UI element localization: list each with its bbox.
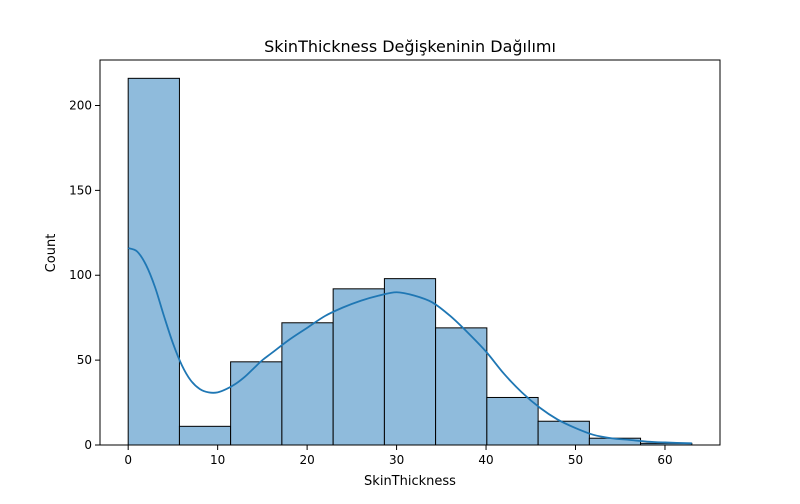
histogram-bar: [435, 327, 488, 446]
histogram-bar: [383, 278, 437, 446]
histogram-bars: [127, 77, 693, 446]
axes-spines: [99, 59, 721, 446]
y-tick-label: 200: [69, 98, 92, 112]
kde-curve: [127, 247, 692, 445]
histogram-bar: [230, 361, 283, 446]
histogram-bar: [486, 396, 539, 446]
x-axis-ticks: 0 10 20 30 40 50 60: [124, 445, 673, 467]
y-axis-label: Count: [44, 234, 59, 273]
histogram-bar: [281, 322, 334, 446]
kde-layer: [127, 247, 692, 445]
x-tick-label: 30: [389, 453, 404, 467]
histogram-bar: [127, 77, 180, 446]
x-tick-label: 40: [478, 453, 493, 467]
x-tick-label: 10: [210, 453, 225, 467]
x-tick-label: 20: [299, 453, 314, 467]
x-tick-label: 60: [657, 453, 672, 467]
y-axis-ticks: 0 50 100 150 200: [69, 98, 100, 452]
chart-title: SkinThickness Değişkeninin Dağılımı: [264, 37, 556, 56]
y-tick-label: 100: [69, 268, 92, 282]
axes-frame: [99, 59, 721, 446]
histogram-bar: [332, 288, 385, 446]
histogram-bar: [537, 420, 590, 446]
histogram-bar: [178, 425, 232, 446]
y-tick-label: 50: [77, 353, 92, 367]
x-axis-label: SkinThickness: [364, 474, 456, 489]
y-tick-label: 150: [69, 183, 92, 197]
x-tick-label: 0: [124, 453, 132, 467]
y-tick-label: 0: [84, 438, 92, 452]
x-tick-label: 50: [568, 453, 583, 467]
